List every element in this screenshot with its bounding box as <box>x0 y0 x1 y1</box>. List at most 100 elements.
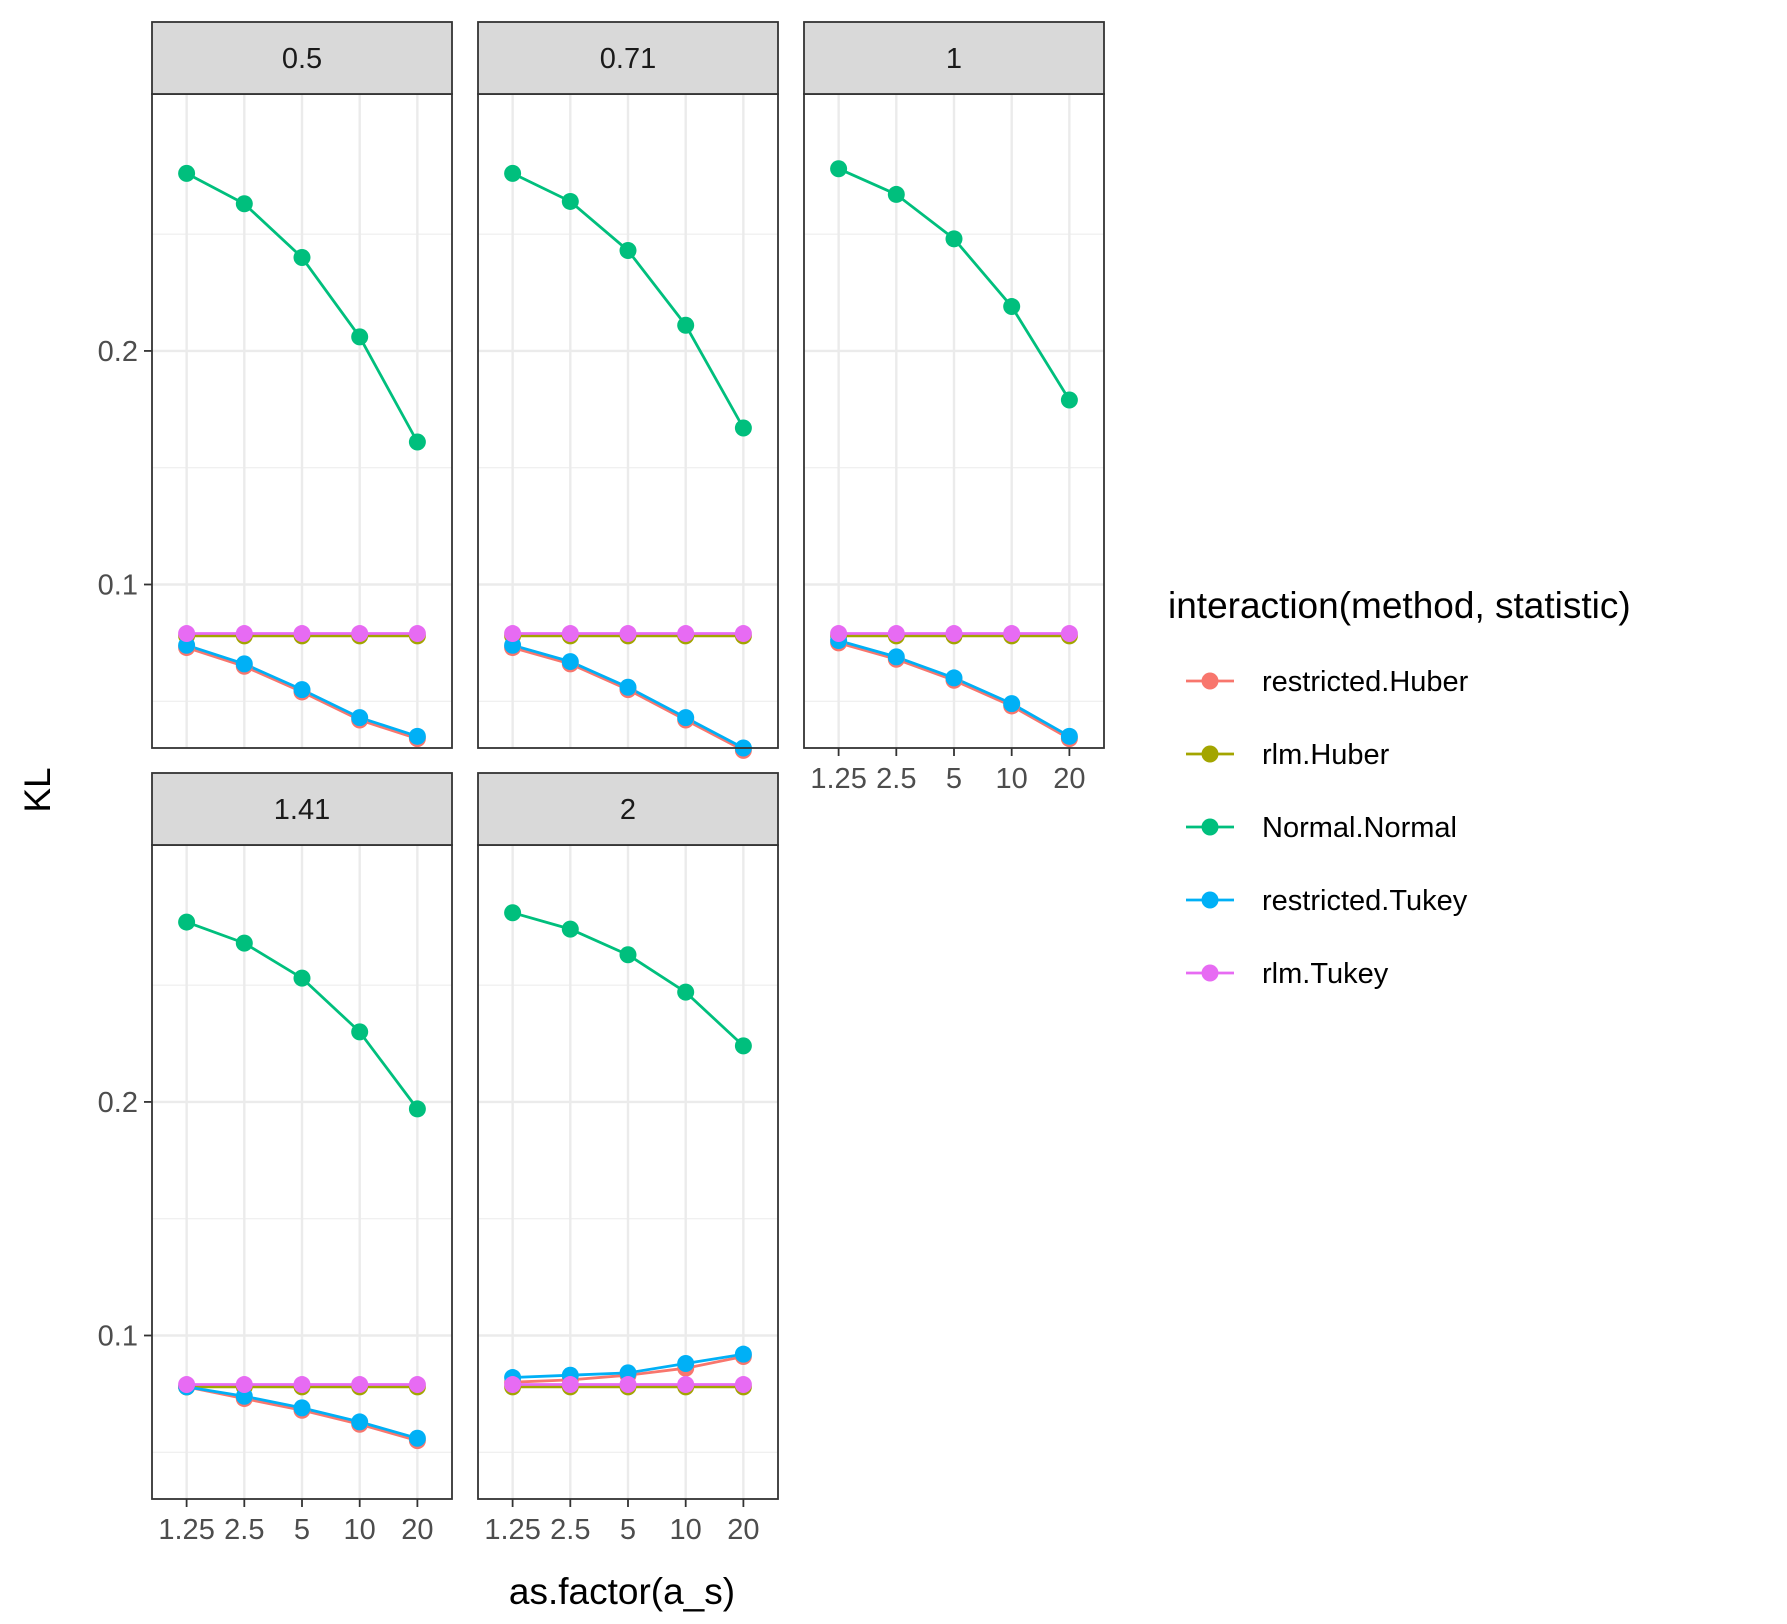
data-point-restricted.Tukey <box>351 709 369 727</box>
x-tick-label: 10 <box>344 1514 376 1546</box>
data-point-rlm.Tukey <box>293 1376 311 1394</box>
data-point-Normal.Normal <box>677 316 695 334</box>
legend-entry-restricted.Tukey: restricted.Tukey <box>1186 885 1468 917</box>
data-point-Normal.Normal <box>734 419 752 437</box>
facet-strip <box>477 21 779 95</box>
data-point-restricted.Tukey <box>677 709 695 727</box>
x-tick-label: 20 <box>1053 763 1085 795</box>
data-point-restricted.Tukey <box>504 636 522 654</box>
data-point-Normal.Normal <box>351 328 369 346</box>
data-point-rlm.Tukey <box>504 625 522 643</box>
x-tick-label: 1.25 <box>484 1514 540 1546</box>
data-point-restricted.Tukey <box>293 681 311 699</box>
data-point-Normal.Normal <box>561 920 579 938</box>
data-point-rlm.Tukey <box>235 625 253 643</box>
data-point-restricted.Tukey <box>178 636 196 654</box>
data-point-Normal.Normal <box>619 241 637 259</box>
data-point-Normal.Normal <box>561 192 579 210</box>
data-point-rlm.Tukey <box>408 1376 426 1394</box>
y-tick-label: 0.2 <box>98 1087 138 1119</box>
legend-label: restricted.Huber <box>1262 666 1469 698</box>
x-tick-label: 1.25 <box>810 763 866 795</box>
facet-strip-label: 2 <box>620 794 636 826</box>
facet-strip <box>803 21 1105 95</box>
legend-label: restricted.Tukey <box>1262 885 1468 917</box>
data-point-Normal.Normal <box>734 1037 752 1055</box>
data-point-Normal.Normal <box>293 249 311 266</box>
data-point-Normal.Normal <box>945 230 963 248</box>
data-point-restricted.Tukey <box>1060 727 1078 745</box>
data-point-restricted.Tukey <box>293 1399 311 1417</box>
facet-strip-label: 1 <box>946 43 962 75</box>
data-point-rlm.Tukey <box>830 625 848 643</box>
data-point-rlm.Tukey <box>677 1376 695 1394</box>
facet-strip <box>477 772 779 846</box>
facet-panel-0.71: 0.71 <box>477 21 779 759</box>
x-tick-label: 5 <box>946 763 962 795</box>
data-point-Normal.Normal <box>830 160 848 178</box>
data-point-Normal.Normal <box>408 433 426 451</box>
facet-panel-1: 1 <box>803 21 1105 749</box>
data-point-restricted.Tukey <box>619 1364 637 1382</box>
data-point-rlm.Tukey <box>561 625 579 643</box>
data-point-Normal.Normal <box>235 934 253 952</box>
data-point-restricted.Tukey <box>945 669 963 687</box>
legend-entry-Normal.Normal: Normal.Normal <box>1186 812 1457 844</box>
data-point-rlm.Tukey <box>945 625 963 643</box>
data-point-restricted.Tukey <box>734 1345 752 1363</box>
y-tick-label: 0.1 <box>98 570 138 602</box>
data-point-restricted.Tukey <box>235 1387 253 1405</box>
x-tick-label: 5 <box>620 1514 636 1546</box>
legend-entry-rlm.Huber: rlm.Huber <box>1186 739 1390 771</box>
data-point-restricted.Tukey <box>235 655 253 673</box>
data-point-Normal.Normal <box>887 185 905 203</box>
x-tick-label: 1.25 <box>158 1514 214 1546</box>
data-point-Normal.Normal <box>408 1100 426 1118</box>
facet-strip-label: 0.5 <box>282 43 322 75</box>
data-point-Normal.Normal <box>235 195 253 213</box>
data-point-restricted.Tukey <box>887 648 905 666</box>
data-point-Normal.Normal <box>677 983 695 1001</box>
data-point-rlm.Tukey <box>734 625 752 643</box>
data-point-restricted.Tukey <box>677 1355 695 1373</box>
data-point-rlm.Tukey <box>1060 625 1078 643</box>
data-point-Normal.Normal <box>1060 391 1078 409</box>
data-point-rlm.Tukey <box>351 1376 369 1394</box>
legend: interaction(method, statistic) restricte… <box>1168 585 1631 990</box>
data-point-restricted.Tukey <box>619 678 637 696</box>
facet-panel-1.41: 1.41 <box>151 772 453 1500</box>
data-point-rlm.Tukey <box>293 625 311 643</box>
data-point-restricted.Tukey <box>351 1413 369 1431</box>
data-point-restricted.Tukey <box>561 653 579 671</box>
legend-entry-restricted.Huber: restricted.Huber <box>1186 666 1469 698</box>
data-point-rlm.Tukey <box>561 1376 579 1394</box>
legend-label: rlm.Tukey <box>1262 958 1389 990</box>
facet-panels: 0.5 0.71 1 1.41 2 <box>151 21 1105 1500</box>
x-tick-label: 5 <box>294 1514 310 1546</box>
data-point-Normal.Normal <box>504 164 522 182</box>
data-point-rlm.Tukey <box>504 1376 522 1394</box>
x-tick-label: 10 <box>996 763 1028 795</box>
data-point-Normal.Normal <box>178 913 196 931</box>
data-point-rlm.Tukey <box>178 1376 196 1394</box>
legend-entry-rlm.Tukey: rlm.Tukey <box>1186 958 1389 990</box>
axes: 0.1 0.2 1.25 2.5 5 10 20 0.1 0.2 1.25 2.5 5 10 20 1.25… <box>98 336 1086 1546</box>
data-point-rlm.Tukey <box>408 625 426 643</box>
data-point-rlm.Tukey <box>235 1376 253 1394</box>
facet-panel-0.5: 0.5 <box>151 21 453 749</box>
x-tick-label: 2.5 <box>224 1514 264 1546</box>
data-point-restricted.Tukey <box>1003 695 1021 713</box>
y-tick-label: 0.2 <box>98 336 138 368</box>
legend-title: interaction(method, statistic) <box>1168 585 1631 626</box>
x-tick-label: 20 <box>401 1514 433 1546</box>
data-point-rlm.Tukey <box>887 625 905 643</box>
data-point-restricted.Tukey <box>408 727 426 745</box>
data-point-rlm.Tukey <box>677 625 695 643</box>
x-tick-label: 20 <box>727 1514 759 1546</box>
data-point-rlm.Tukey <box>734 1376 752 1394</box>
data-point-rlm.Tukey <box>178 625 196 643</box>
x-tick-label: 2.5 <box>876 763 916 795</box>
facet-strip <box>151 772 453 846</box>
x-tick-label: 10 <box>670 1514 702 1546</box>
